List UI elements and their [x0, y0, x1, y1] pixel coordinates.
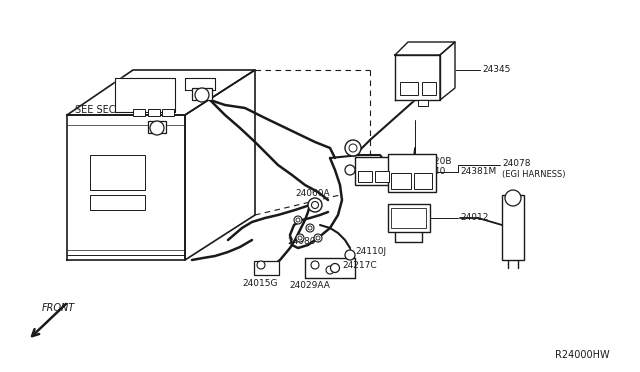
Circle shape	[330, 263, 339, 273]
Circle shape	[311, 261, 319, 269]
Circle shape	[298, 236, 302, 240]
Circle shape	[316, 236, 320, 240]
Text: SEE SEC.244: SEE SEC.244	[75, 105, 137, 115]
Text: 24020B: 24020B	[417, 157, 451, 167]
Circle shape	[345, 165, 355, 175]
Bar	[375, 171, 389, 182]
Bar	[391, 208, 426, 228]
Bar	[148, 109, 160, 116]
Polygon shape	[185, 70, 255, 260]
Bar	[355, 157, 393, 185]
Bar	[148, 121, 166, 133]
Polygon shape	[440, 42, 455, 100]
Bar	[422, 82, 436, 95]
Text: 24012: 24012	[460, 214, 488, 222]
Bar	[414, 173, 432, 189]
Bar	[90, 195, 145, 210]
Bar	[358, 171, 372, 182]
Text: 24345: 24345	[482, 65, 510, 74]
Text: R24000HW: R24000HW	[556, 350, 610, 360]
Circle shape	[505, 190, 521, 206]
Circle shape	[349, 144, 357, 152]
Polygon shape	[395, 42, 455, 55]
Polygon shape	[67, 70, 255, 115]
Text: 24340: 24340	[417, 167, 445, 176]
Circle shape	[345, 250, 355, 260]
Circle shape	[345, 140, 361, 156]
Bar	[162, 109, 174, 116]
Text: FRONT: FRONT	[42, 303, 76, 313]
Bar	[388, 154, 436, 192]
Bar	[90, 155, 145, 190]
Circle shape	[150, 121, 164, 135]
Text: 24078: 24078	[502, 160, 531, 169]
Text: 24029AA: 24029AA	[289, 280, 330, 289]
Bar	[400, 82, 418, 95]
Text: 24110J: 24110J	[355, 247, 386, 257]
Circle shape	[296, 218, 300, 222]
Polygon shape	[185, 78, 215, 90]
Circle shape	[306, 224, 314, 232]
Polygon shape	[115, 78, 175, 112]
Text: 24015G: 24015G	[243, 279, 278, 288]
Circle shape	[326, 266, 334, 274]
Bar	[391, 173, 411, 189]
Text: 24381M: 24381M	[460, 167, 496, 176]
Bar	[418, 100, 428, 106]
Bar	[133, 109, 145, 116]
Text: 24217C: 24217C	[342, 262, 376, 270]
Bar	[388, 204, 430, 232]
Circle shape	[312, 202, 319, 208]
Circle shape	[257, 261, 265, 269]
Polygon shape	[395, 55, 440, 100]
Text: 24080: 24080	[287, 237, 316, 247]
Text: 24060A: 24060A	[295, 189, 330, 198]
Text: (EGI HARNESS): (EGI HARNESS)	[502, 170, 566, 179]
Circle shape	[314, 234, 322, 242]
Circle shape	[294, 216, 302, 224]
Polygon shape	[67, 115, 185, 260]
Circle shape	[308, 198, 322, 212]
Circle shape	[308, 226, 312, 230]
Bar	[254, 261, 279, 275]
Bar	[502, 195, 524, 260]
Circle shape	[195, 88, 209, 102]
Circle shape	[296, 234, 304, 242]
Bar	[192, 88, 212, 100]
